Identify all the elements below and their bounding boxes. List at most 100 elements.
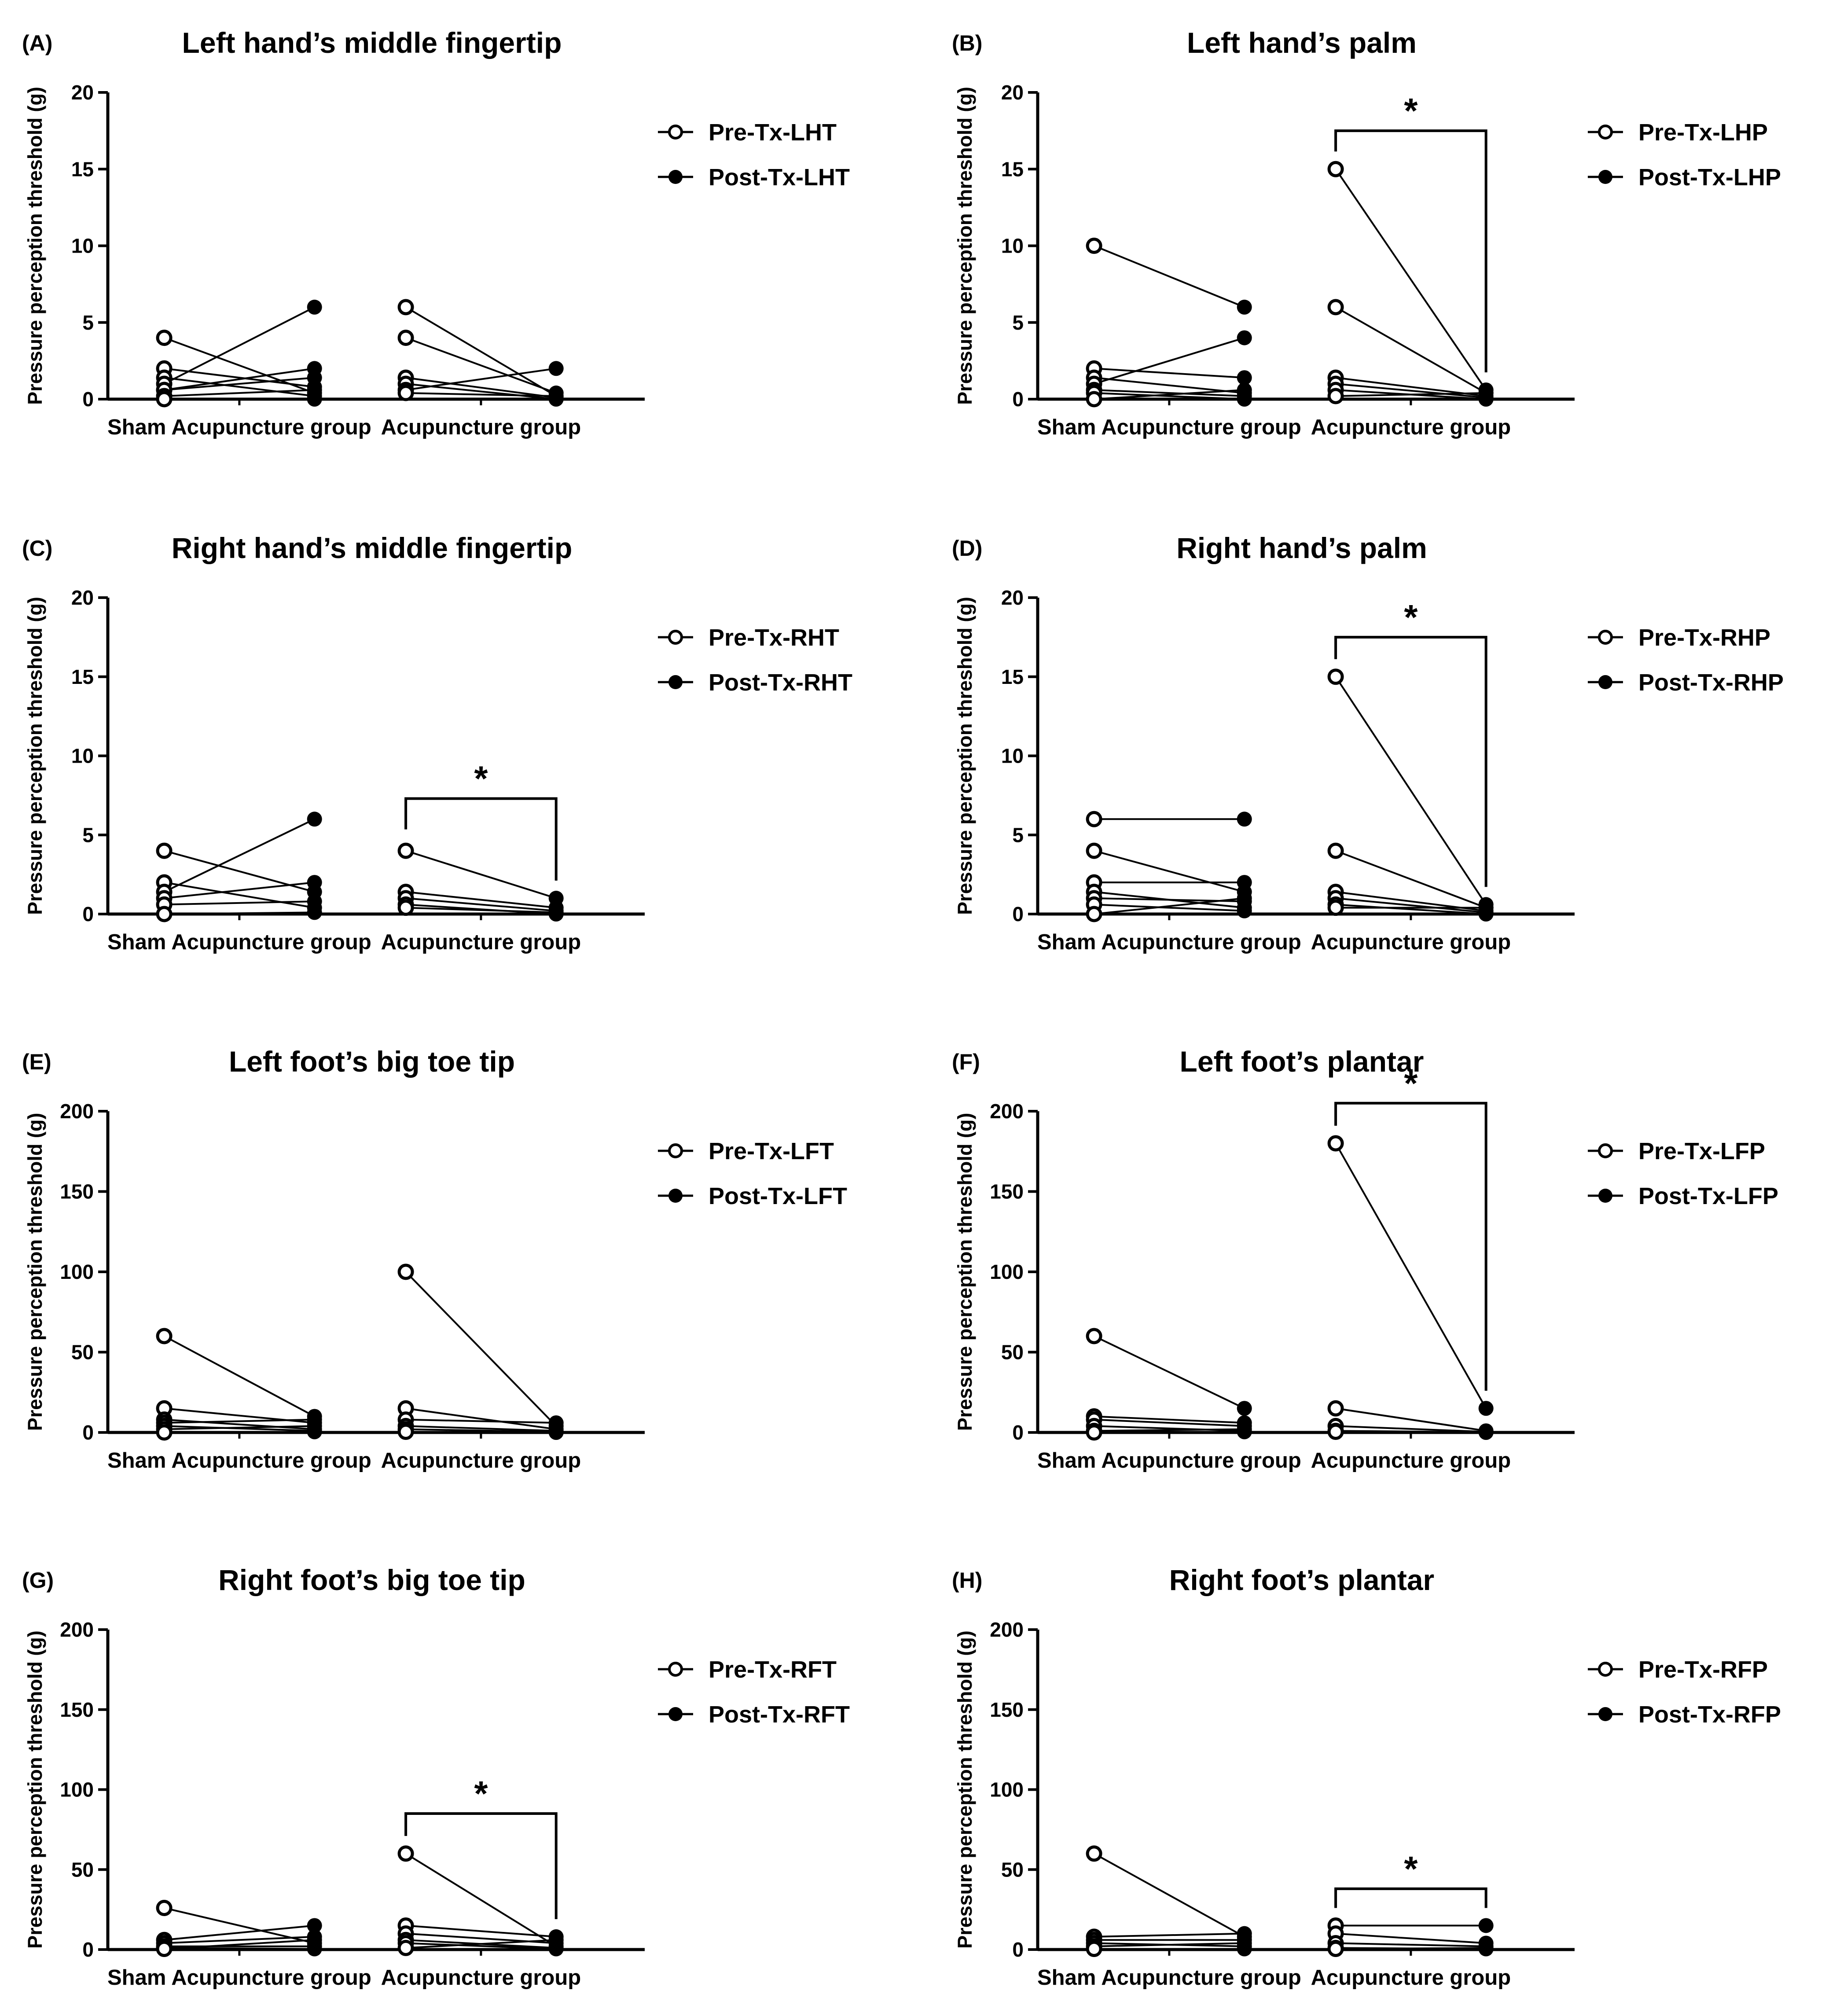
pair-line: [1094, 903, 1245, 912]
post-marker: [548, 361, 564, 376]
pre-marker: [1086, 1845, 1102, 1862]
post-marker: [1478, 1918, 1494, 1933]
pair-line: [164, 377, 315, 391]
x-category-label: Sham Acupuncture group: [1037, 415, 1301, 439]
legend-label: Pre-Tx-LHT: [709, 119, 837, 146]
legend-filled-circle-icon: [668, 1189, 683, 1203]
y-tick-label: 50: [1001, 1341, 1024, 1364]
pre-marker: [1086, 811, 1102, 827]
post-marker: [307, 905, 322, 920]
legend-filled-circle-icon: [1598, 1707, 1612, 1721]
post-marker: [1237, 299, 1252, 315]
pair-line: [405, 377, 556, 399]
panel-title: Right hand’s middle fingertip: [172, 532, 573, 564]
significance-star: *: [1404, 1849, 1418, 1888]
pair-line: [1335, 1932, 1486, 1944]
panel-label: (E): [22, 1050, 51, 1074]
pair-line: [1335, 1143, 1487, 1409]
pre-marker: [397, 842, 414, 859]
pair-line: [164, 1939, 315, 1950]
post-marker: [1237, 1424, 1252, 1439]
y-tick-label: 0: [1012, 1421, 1024, 1444]
x-category-label: Acupuncture group: [381, 930, 581, 954]
pair-line: [1336, 1942, 1486, 1947]
legend-filled-circle-icon: [668, 1707, 683, 1721]
pair-line: [1094, 389, 1245, 400]
x-category-label: Sham Acupuncture group: [1037, 1966, 1301, 1990]
pair-line: [1094, 367, 1245, 379]
legend-label: Pre-Tx-RHP: [1638, 624, 1770, 651]
post-marker: [307, 1932, 322, 1948]
y-axis-label: Pressure perception threshold (g): [954, 1113, 976, 1431]
post-marker: [1237, 812, 1252, 827]
significance-star: *: [1404, 91, 1418, 130]
y-axis-label: Pressure perception threshold (g): [24, 87, 46, 405]
legend-filled-circle-icon: [1598, 170, 1612, 184]
y-axis-label: Pressure perception threshold (g): [954, 597, 976, 915]
panel-label: (C): [22, 536, 52, 561]
post-marker: [307, 299, 322, 315]
pre-marker: [397, 330, 414, 346]
y-tick-label: 0: [82, 1421, 94, 1444]
pre-marker: [1327, 299, 1344, 316]
y-tick-label: 15: [1001, 665, 1024, 688]
panel-label: (G): [22, 1568, 54, 1593]
panel-c: (C) Right hand’s middle fingertip Pressure…: [22, 532, 852, 954]
post-marker: [307, 875, 322, 890]
panel-label: (B): [952, 31, 982, 55]
x-category-label: Acupuncture group: [1311, 1449, 1511, 1473]
legend-open-circle-icon: [1598, 125, 1613, 140]
panel-title: Left hand’s palm: [1187, 26, 1417, 59]
pair-line: [1335, 383, 1486, 399]
pair-line: [1335, 1407, 1486, 1432]
pair-line: [1335, 850, 1487, 909]
significance-bracket: [404, 1812, 558, 1919]
post-marker: [1237, 370, 1252, 386]
pre-marker: [1327, 842, 1344, 859]
pair-line: [405, 306, 557, 397]
panel-e: (E) Left foot’s big toe tip Pressure perce…: [22, 1045, 847, 1473]
legend-open-circle-icon: [668, 1662, 683, 1677]
post-marker: [1478, 1425, 1494, 1440]
legend-label: Post-Tx-LHP: [1638, 164, 1781, 191]
significance-star: *: [1404, 598, 1418, 637]
pre-marker: [156, 1424, 173, 1441]
y-tick-label: 20: [71, 81, 94, 104]
post-marker: [1478, 900, 1494, 915]
y-tick-label: 0: [82, 1938, 94, 1961]
pair-line: [406, 392, 556, 397]
x-category-label: Acupuncture group: [1311, 1966, 1511, 1990]
pair-line: [1335, 306, 1487, 394]
significance-bracket: [1334, 1102, 1487, 1391]
post-marker: [548, 389, 564, 404]
legend-filled-circle-icon: [668, 675, 683, 689]
y-tick-label: 50: [71, 1341, 94, 1364]
legend-open-circle-icon: [1598, 630, 1613, 645]
legend-filled-circle-icon: [668, 170, 683, 184]
y-tick-label: 0: [82, 388, 94, 411]
y-tick-label: 0: [1012, 903, 1024, 925]
post-marker: [1237, 330, 1252, 345]
legend-label: Post-Tx-RHP: [1638, 669, 1784, 696]
legend-label: Post-Tx-LFP: [1638, 1183, 1778, 1209]
pair-line: [164, 911, 315, 915]
significance-star: *: [474, 759, 488, 798]
y-tick-label: 0: [82, 903, 94, 925]
pre-marker: [397, 299, 414, 316]
pair-line: [1335, 897, 1486, 914]
x-category-label: Sham Acupuncture group: [107, 1966, 371, 1990]
legend-label: Post-Tx-RFT: [709, 1701, 850, 1728]
x-category-label: Acupuncture group: [381, 1966, 581, 1990]
post-marker: [307, 392, 322, 407]
x-category-label: Acupuncture group: [381, 415, 581, 439]
y-axis-label: Pressure perception threshold (g): [24, 597, 46, 915]
pair-line: [1094, 377, 1245, 394]
legend-open-circle-icon: [668, 1143, 683, 1158]
pair-line: [405, 1271, 557, 1427]
y-tick-label: 100: [60, 1260, 94, 1283]
panel-label: (H): [952, 1568, 982, 1593]
panel-h: (H) Right foot’s plantar Pressure percepti…: [952, 1564, 1781, 1990]
pre-marker: [397, 900, 414, 916]
pair-line: [1094, 1428, 1245, 1432]
pre-marker: [1086, 1941, 1102, 1957]
